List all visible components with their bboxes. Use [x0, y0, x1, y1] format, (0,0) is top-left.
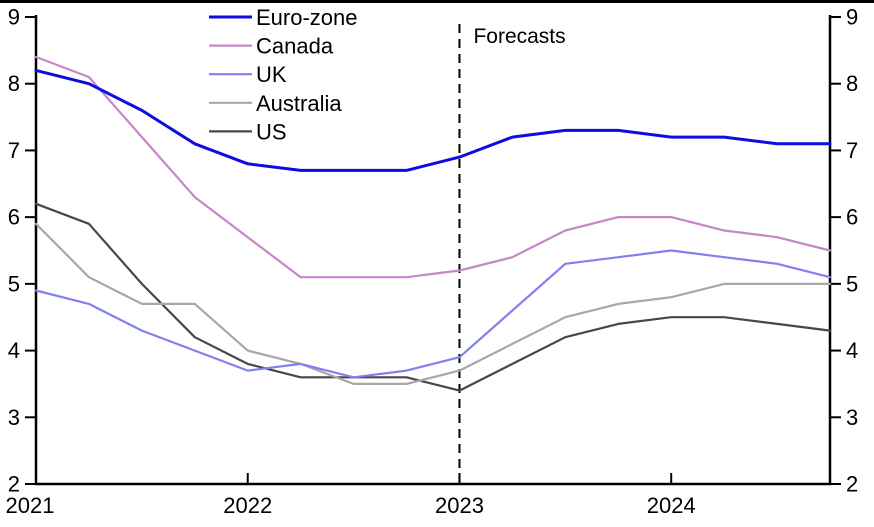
legend-item-canada: Canada: [209, 34, 334, 59]
y-tick-label-right: 7: [846, 138, 858, 163]
y-tick-label-right: 4: [846, 338, 858, 363]
x-tick-label: 2021: [6, 493, 55, 518]
legend-label-australia: Australia: [256, 91, 342, 116]
legend-label-us: US: [256, 119, 287, 144]
forecast-label: Forecasts: [473, 25, 565, 48]
y-tick-label-left: 4: [8, 338, 20, 363]
series-line-euro-zone: [34, 68, 832, 172]
x-tick-label: 2023: [435, 493, 484, 518]
series-line-canada: [34, 55, 832, 279]
y-tick-label-right: 3: [846, 405, 858, 430]
legend-item-euro-zone: Euro-zone: [209, 5, 358, 30]
y-tick-label-left: 8: [8, 71, 20, 96]
series-line-uk: [34, 249, 832, 379]
legend-label-euro-zone: Euro-zone: [256, 5, 358, 30]
y-tick-label-left: 2: [8, 472, 20, 497]
y-tick-label-left: 3: [8, 405, 20, 430]
series-line-us: [34, 202, 832, 392]
legend-label-canada: Canada: [256, 34, 334, 59]
legend-item-us: US: [209, 119, 287, 144]
legend-item-uk: UK: [209, 62, 287, 87]
y-tick-label-right: 5: [846, 271, 858, 296]
y-tick-label-right: 2: [846, 472, 858, 497]
legend: Euro-zone Canada UK Australia US: [209, 5, 358, 144]
x-tick-label: 2024: [647, 493, 696, 518]
legend-item-australia: Australia: [209, 91, 342, 116]
y-tick-label-left: 5: [8, 271, 20, 296]
y-tick-label-left: 6: [8, 205, 20, 230]
legend-label-uk: UK: [256, 62, 287, 87]
y-tick-label-left: 7: [8, 138, 20, 163]
y-tick-label-right: 6: [846, 205, 858, 230]
y-tick-label-left: 9: [8, 5, 20, 30]
series-line-australia: [34, 222, 832, 385]
x-tick-label: 2022: [223, 493, 272, 518]
y-tick-label-right: 8: [846, 71, 858, 96]
y-tick-label-right: 9: [846, 5, 858, 30]
